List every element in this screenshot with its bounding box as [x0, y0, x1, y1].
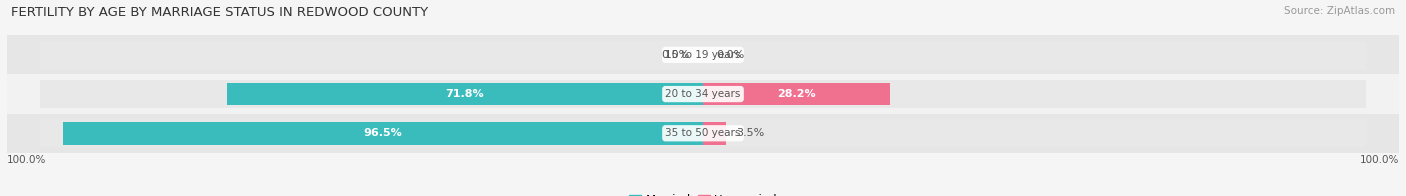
Text: 35 to 50 years: 35 to 50 years [665, 128, 741, 138]
Text: 100.0%: 100.0% [1360, 155, 1399, 165]
Text: 20 to 34 years: 20 to 34 years [665, 89, 741, 99]
Text: 15 to 19 years: 15 to 19 years [665, 50, 741, 60]
Text: 0.0%: 0.0% [661, 50, 690, 60]
Text: 28.2%: 28.2% [778, 89, 815, 99]
Text: FERTILITY BY AGE BY MARRIAGE STATUS IN REDWOOD COUNTY: FERTILITY BY AGE BY MARRIAGE STATUS IN R… [11, 6, 429, 19]
Text: 100.0%: 100.0% [7, 155, 46, 165]
Text: 71.8%: 71.8% [446, 89, 484, 99]
Bar [41, 80, 1365, 108]
Bar [703, 83, 890, 105]
Text: 0.0%: 0.0% [716, 50, 745, 60]
Bar [41, 119, 1365, 147]
Bar [228, 83, 703, 105]
Bar [63, 122, 703, 145]
Text: 3.5%: 3.5% [737, 128, 765, 138]
Bar [7, 74, 1399, 114]
Text: 96.5%: 96.5% [364, 128, 402, 138]
Bar [7, 114, 1399, 153]
Bar [41, 41, 1365, 69]
Legend: Married, Unmarried: Married, Unmarried [624, 189, 782, 196]
Text: Source: ZipAtlas.com: Source: ZipAtlas.com [1284, 6, 1395, 16]
Bar [703, 122, 725, 145]
Bar [7, 35, 1399, 74]
